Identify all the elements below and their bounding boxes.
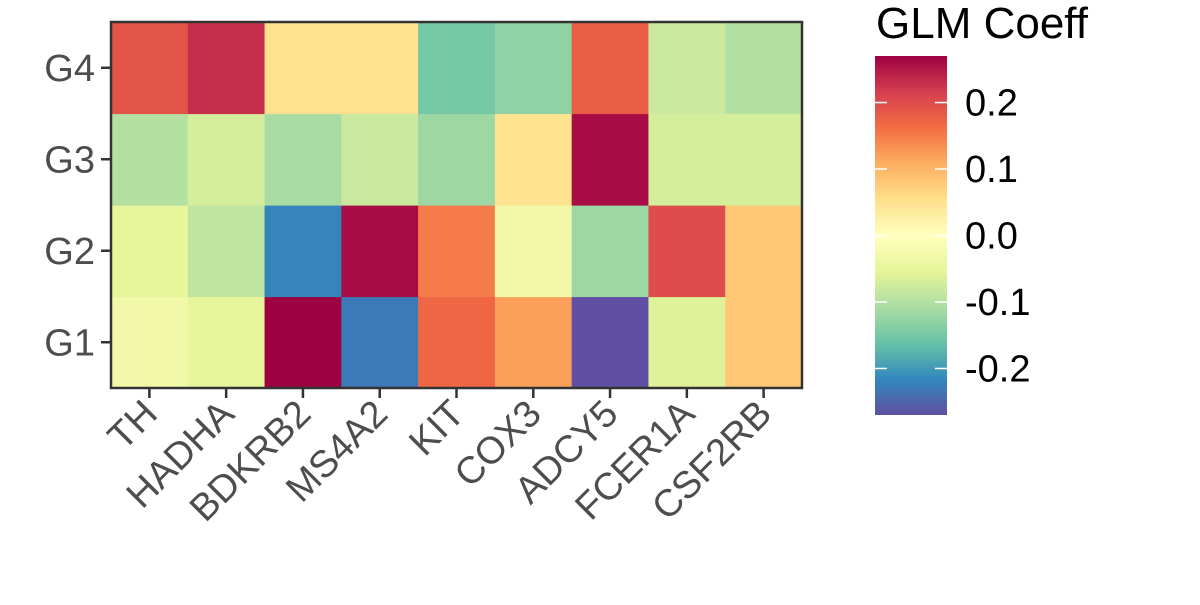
legend-tick-label: 0.0 — [965, 216, 1018, 258]
legend-tick-label: -0.2 — [965, 348, 1030, 390]
y-tick-label: G3 — [44, 139, 95, 181]
color-legend: GLM Coeff 0.2 0.1 0.0 -0.1 -0.2 — [875, 0, 1089, 415]
heatmap-cell — [494, 205, 573, 298]
heatmap-cell — [725, 22, 803, 115]
heatmap-cell — [264, 205, 342, 298]
heatmap-cell — [341, 113, 419, 206]
legend-tick-label: 0.1 — [965, 149, 1018, 191]
y-tick-label: G4 — [44, 48, 95, 90]
heatmap-cell — [418, 113, 496, 206]
heatmap-cell — [187, 113, 266, 206]
heatmap-cell — [187, 205, 266, 298]
heatmap-cell — [264, 296, 342, 389]
legend-ticks: 0.2 0.1 0.0 -0.1 -0.2 — [875, 83, 1030, 390]
heatmap-cell — [111, 205, 189, 298]
y-tick-label: G1 — [44, 322, 95, 364]
heatmap-cell — [111, 22, 189, 115]
heatmap-cell — [494, 22, 573, 115]
heatmap-cell — [264, 113, 342, 206]
heatmap-cell — [341, 205, 419, 298]
legend-title: GLM Coeff — [876, 0, 1089, 48]
heatmap-cell — [187, 22, 266, 115]
heatmap-cell — [111, 296, 189, 389]
heatmap-cell — [418, 22, 496, 115]
y-axis: G1 G2 G3 G4 — [44, 48, 111, 364]
heatmap-cell — [571, 296, 650, 389]
heatmap-cell — [571, 22, 650, 115]
heatmap-cell — [418, 296, 496, 389]
heatmap-cell — [571, 205, 650, 298]
heatmap-cell — [648, 113, 726, 206]
legend-tick-label: 0.2 — [965, 83, 1018, 125]
heatmap-cell — [725, 113, 803, 206]
heatmap-cell — [571, 113, 650, 206]
heatmap-cell — [648, 205, 726, 298]
heatmap-cell — [111, 113, 189, 206]
heatmap-cell — [264, 22, 342, 115]
legend-tick-label: -0.1 — [965, 282, 1030, 324]
heatmap-cell — [725, 205, 803, 298]
heatmap-cell — [187, 296, 266, 389]
heatmap-cell — [418, 205, 496, 298]
y-tick-label: G2 — [44, 231, 95, 273]
heatmap-cell — [648, 296, 726, 389]
heatmap-cell — [341, 22, 419, 115]
heatmap-cells — [111, 22, 803, 389]
heatmap-cell — [648, 22, 726, 115]
heatmap-cell — [341, 296, 419, 389]
heatmap-cell — [725, 296, 803, 389]
heatmap-cell — [494, 113, 573, 206]
heatmap-cell — [494, 296, 573, 389]
